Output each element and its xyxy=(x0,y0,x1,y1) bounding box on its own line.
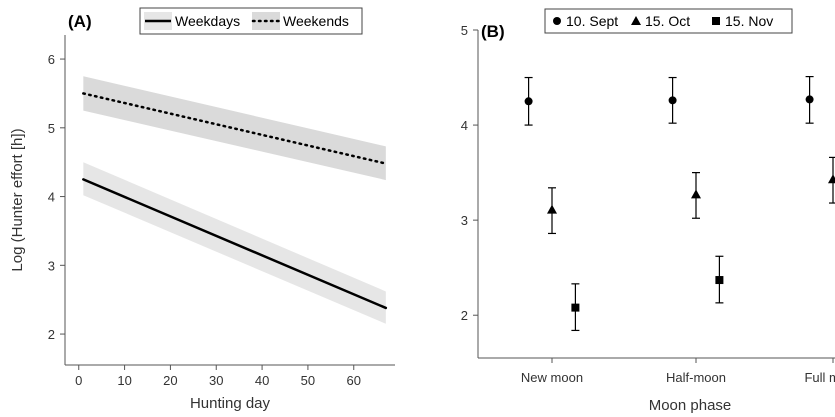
legend-box xyxy=(139,7,363,35)
x-tick-label: Full moon xyxy=(804,370,835,385)
x-ticks: 0 10 20 30 40 50 60 xyxy=(75,365,361,388)
x-tick-label: Half-moon xyxy=(666,370,726,385)
y-tick-label: 6 xyxy=(48,52,55,67)
series-line xyxy=(82,92,388,165)
panel-b: 2 3 4 5 New moon Half-moon Full moon (B) Moon… xyxy=(461,8,835,414)
panel-a: 0 10 20 30 40 50 60 2 3 4 5 6 (A) Hunting day Log … xyxy=(9,7,395,412)
legend-marker-triangle xyxy=(631,16,641,25)
y-tick-label: 3 xyxy=(461,213,468,228)
x-tick-label: 50 xyxy=(301,373,315,388)
data-point xyxy=(691,189,701,199)
legend-marker-square xyxy=(712,17,720,25)
legend: Weekdays Weekends xyxy=(139,7,363,35)
data-point xyxy=(715,276,724,285)
y-tick-label: 5 xyxy=(48,121,55,136)
legend-item-oct: 15. Oct xyxy=(645,13,690,29)
legend: 10. Sept 15. Oct 15. Nov xyxy=(544,8,793,34)
x-tick-label: 0 xyxy=(75,373,82,388)
y-tick-label: 4 xyxy=(461,118,468,133)
series-line xyxy=(82,178,388,310)
x-tick-label: 40 xyxy=(255,373,269,388)
y-axis-label: Log (Hunter effort [h]) xyxy=(9,128,26,271)
legend-box xyxy=(544,8,793,34)
legend-item-weekdays: Weekdays xyxy=(175,13,240,29)
data-point xyxy=(668,96,677,105)
y-ticks: 2 3 4 5 xyxy=(461,23,478,323)
data-point xyxy=(524,97,533,106)
panel-label: (B) xyxy=(481,22,505,41)
x-axis-label: Moon phase xyxy=(649,397,732,414)
legend-item-weekends: Weekends xyxy=(283,13,349,29)
legend-item-nov: 15. Nov xyxy=(725,13,773,29)
y-tick-label: 2 xyxy=(48,327,55,342)
x-tick-label: 20 xyxy=(163,373,177,388)
x-tick-label: 30 xyxy=(209,373,223,388)
data-points xyxy=(524,75,835,332)
y-tick-label: 4 xyxy=(48,190,55,205)
x-tick-label: 10 xyxy=(117,373,131,388)
data-point xyxy=(828,174,835,184)
data-point xyxy=(547,204,557,214)
y-tick-label: 3 xyxy=(48,258,55,273)
data-point xyxy=(571,303,580,312)
y-tick-label: 5 xyxy=(461,23,468,38)
data-point xyxy=(805,95,814,104)
legend-marker-circle xyxy=(553,17,561,25)
y-ticks: 2 3 4 5 6 xyxy=(48,52,65,342)
x-axis-label: Hunting day xyxy=(190,395,271,412)
panel-label: (A) xyxy=(68,12,92,31)
legend-item-sept: 10. Sept xyxy=(566,13,618,29)
trend-lines xyxy=(82,92,388,310)
x-tick-label: New moon xyxy=(521,370,583,385)
x-ticks: New moon Half-moon Full moon xyxy=(521,358,835,385)
x-tick-label: 60 xyxy=(347,373,361,388)
y-tick-label: 2 xyxy=(461,308,468,323)
